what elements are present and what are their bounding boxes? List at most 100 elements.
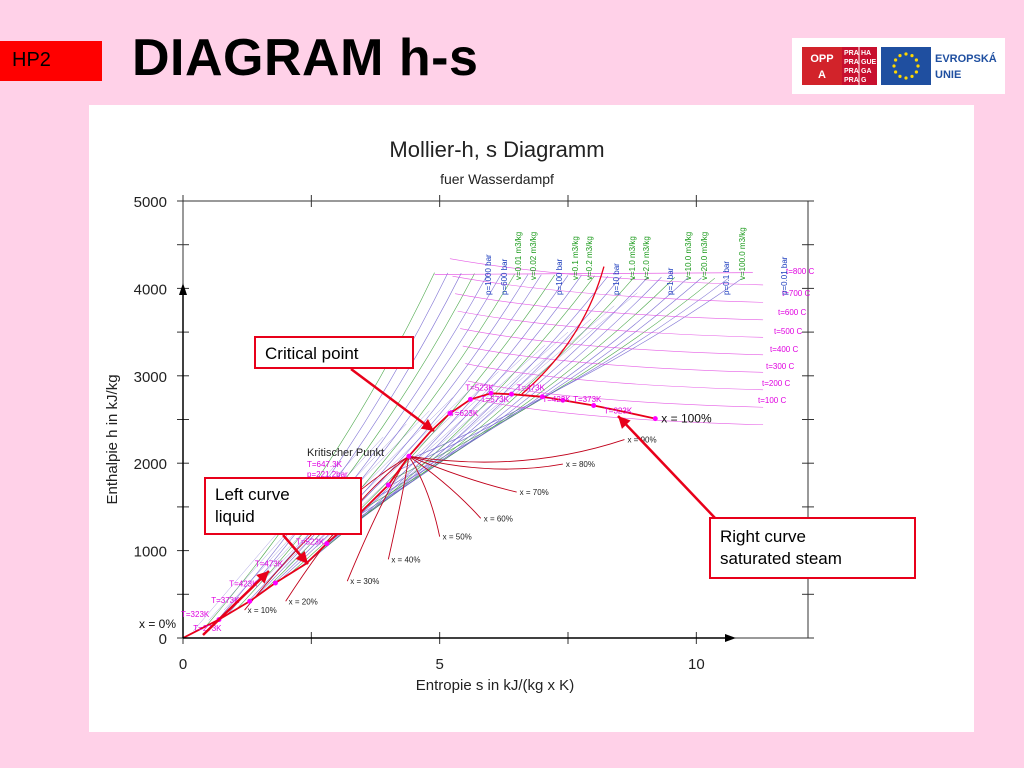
chart-subtitle: fuer Wasserdampf <box>440 171 554 187</box>
volume-label: v=0.02 m3/kg <box>529 232 538 280</box>
liquid-temp-label: T=373K <box>211 596 240 605</box>
liquid-isobar <box>331 345 546 537</box>
quality-label: x = 50% <box>443 533 472 542</box>
volume-label: v=2.0 m3/kg <box>642 236 651 280</box>
quality-line <box>408 455 563 470</box>
quality-0-label: x = 0% <box>139 617 176 631</box>
slide-tag: HP2 <box>0 41 102 81</box>
isobar-line <box>217 272 449 621</box>
pressure-label: p=10 bar <box>612 263 621 295</box>
isotherm-line <box>449 258 764 286</box>
liquid-temp-label: T=423K <box>229 579 258 588</box>
praha-logo: PRA HA PRA GUE PRA GA PRA G <box>842 47 877 85</box>
eu-star <box>898 54 902 58</box>
y-tick-label: 2000 <box>134 456 167 473</box>
quality-100-label: x = 100% <box>661 412 712 426</box>
chart-labels: x = 90%x = 80%x = 70%x = 60%x = 50%x = 4… <box>139 227 814 633</box>
isotherm-line <box>467 380 764 408</box>
isobar-line <box>399 278 729 471</box>
right-temp-label: t=700 C <box>782 289 810 298</box>
liquid-temp-label: T=473K <box>255 559 284 568</box>
arrow-left-curve-2-head <box>256 571 269 584</box>
eu-star <box>916 64 920 68</box>
callout-right-line2: saturated steam <box>720 549 842 568</box>
arrow-critical-head <box>420 419 434 431</box>
right-temp-label: t=800 C <box>786 267 814 276</box>
y-tick-label: 1000 <box>134 544 167 561</box>
vapor-temp-label: T=423K <box>542 395 571 404</box>
isotherm-line <box>462 345 764 373</box>
volume-label: v=0.1 m3/kg <box>571 236 580 280</box>
eu-star <box>904 52 908 56</box>
isotherm-top <box>434 272 753 275</box>
arrow-left-curve-head <box>295 550 308 564</box>
vapor-temp-label: T=623K <box>450 409 479 418</box>
eu-logo: EVROPSKÁ UNIE <box>881 47 997 85</box>
isobar-line <box>236 273 475 610</box>
eu-stars-icon <box>892 52 920 80</box>
isotherm-line <box>455 293 764 321</box>
right-temp-label: t=300 C <box>766 362 794 371</box>
quality-line <box>408 455 517 493</box>
liquid-temp-label: T=523K <box>296 537 325 546</box>
praha-1: PRA <box>844 50 859 57</box>
quality-line <box>408 455 482 519</box>
pressure-label: p=600 bar <box>500 258 509 295</box>
quality-label: x = 30% <box>350 577 379 586</box>
pressure-label: p=1000 bar <box>484 254 493 295</box>
liquid-marker <box>272 580 278 586</box>
quality-label: x = 40% <box>391 555 420 564</box>
x-tick-label: 0 <box>179 656 187 673</box>
callout-critical-text: Critical point <box>265 344 359 363</box>
praha-6: GA <box>861 68 872 75</box>
right-temp-label: t=500 C <box>774 327 802 336</box>
critical-pressure-label: p=221.2bar <box>307 470 348 479</box>
vapor-marker <box>509 391 515 397</box>
y-tick-label: 4000 <box>134 281 167 298</box>
liquid-isobar <box>285 384 476 569</box>
liquid-marker <box>324 541 330 547</box>
volume-label: v=0.2 m3/kg <box>585 236 594 280</box>
volume-label: v=1.0 m3/kg <box>628 236 637 280</box>
chart-title: Mollier-h, s Diagramm <box>389 137 604 162</box>
vapor-marker <box>488 390 494 396</box>
vapor-marker <box>652 416 658 422</box>
critical-isotherm <box>521 266 605 395</box>
vapor-marker <box>560 397 566 403</box>
critical-temp-label: T=647.3K <box>307 460 343 469</box>
quality-label: x = 10% <box>248 606 277 615</box>
vapor-marker <box>591 403 597 409</box>
isotherm-line <box>457 310 764 338</box>
vapor-marker <box>539 394 545 400</box>
praha-7: PRA <box>844 77 859 84</box>
pressure-label: p=100 bar <box>555 258 564 295</box>
vapor-temp-label: T=573K <box>481 395 510 404</box>
y-tick-label: 5000 <box>134 194 167 211</box>
isobar-line <box>254 273 502 598</box>
liquid-temp-label: T=323K <box>181 610 210 619</box>
eu-star <box>910 74 914 78</box>
callout-critical-point: Critical point <box>254 336 414 369</box>
liquid-isobar <box>347 331 569 527</box>
arrow-right-curve-head <box>618 416 631 429</box>
y-axis-arrowhead <box>179 283 187 295</box>
right-temp-label: t=100 C <box>758 396 786 405</box>
arrow-left-curve-2 <box>202 570 270 636</box>
volume-label: v=10.0 m3/kg <box>684 232 693 280</box>
right-temp-label: t=600 C <box>778 308 806 317</box>
pressure-isochore-fan <box>193 258 764 632</box>
y-axis-label: Enthalpie h in kJ/kg <box>104 374 121 504</box>
oppa-logo: OPP A <box>802 47 842 85</box>
mollier-chart: Mollier-h, s Diagramm fuer Wasserdampf 0… <box>104 137 814 694</box>
liquid-marker <box>385 482 391 488</box>
x-axis-arrowhead <box>725 634 736 642</box>
isobar-line <box>205 272 435 627</box>
vapor-marker <box>467 396 473 402</box>
oppa-line-1: OPP <box>810 53 833 65</box>
volume-label: v=100.0 m3/kg <box>738 227 747 280</box>
callout-left-line2: liquid <box>215 507 255 526</box>
volume-label: v=0.01 m3/kg <box>514 232 523 280</box>
logo-bar: OPP A PRA HA PRA GUE PRA GA PRA G EVROPS… <box>792 38 1005 94</box>
isobar-line <box>385 277 702 489</box>
liquid-marker <box>406 453 412 459</box>
